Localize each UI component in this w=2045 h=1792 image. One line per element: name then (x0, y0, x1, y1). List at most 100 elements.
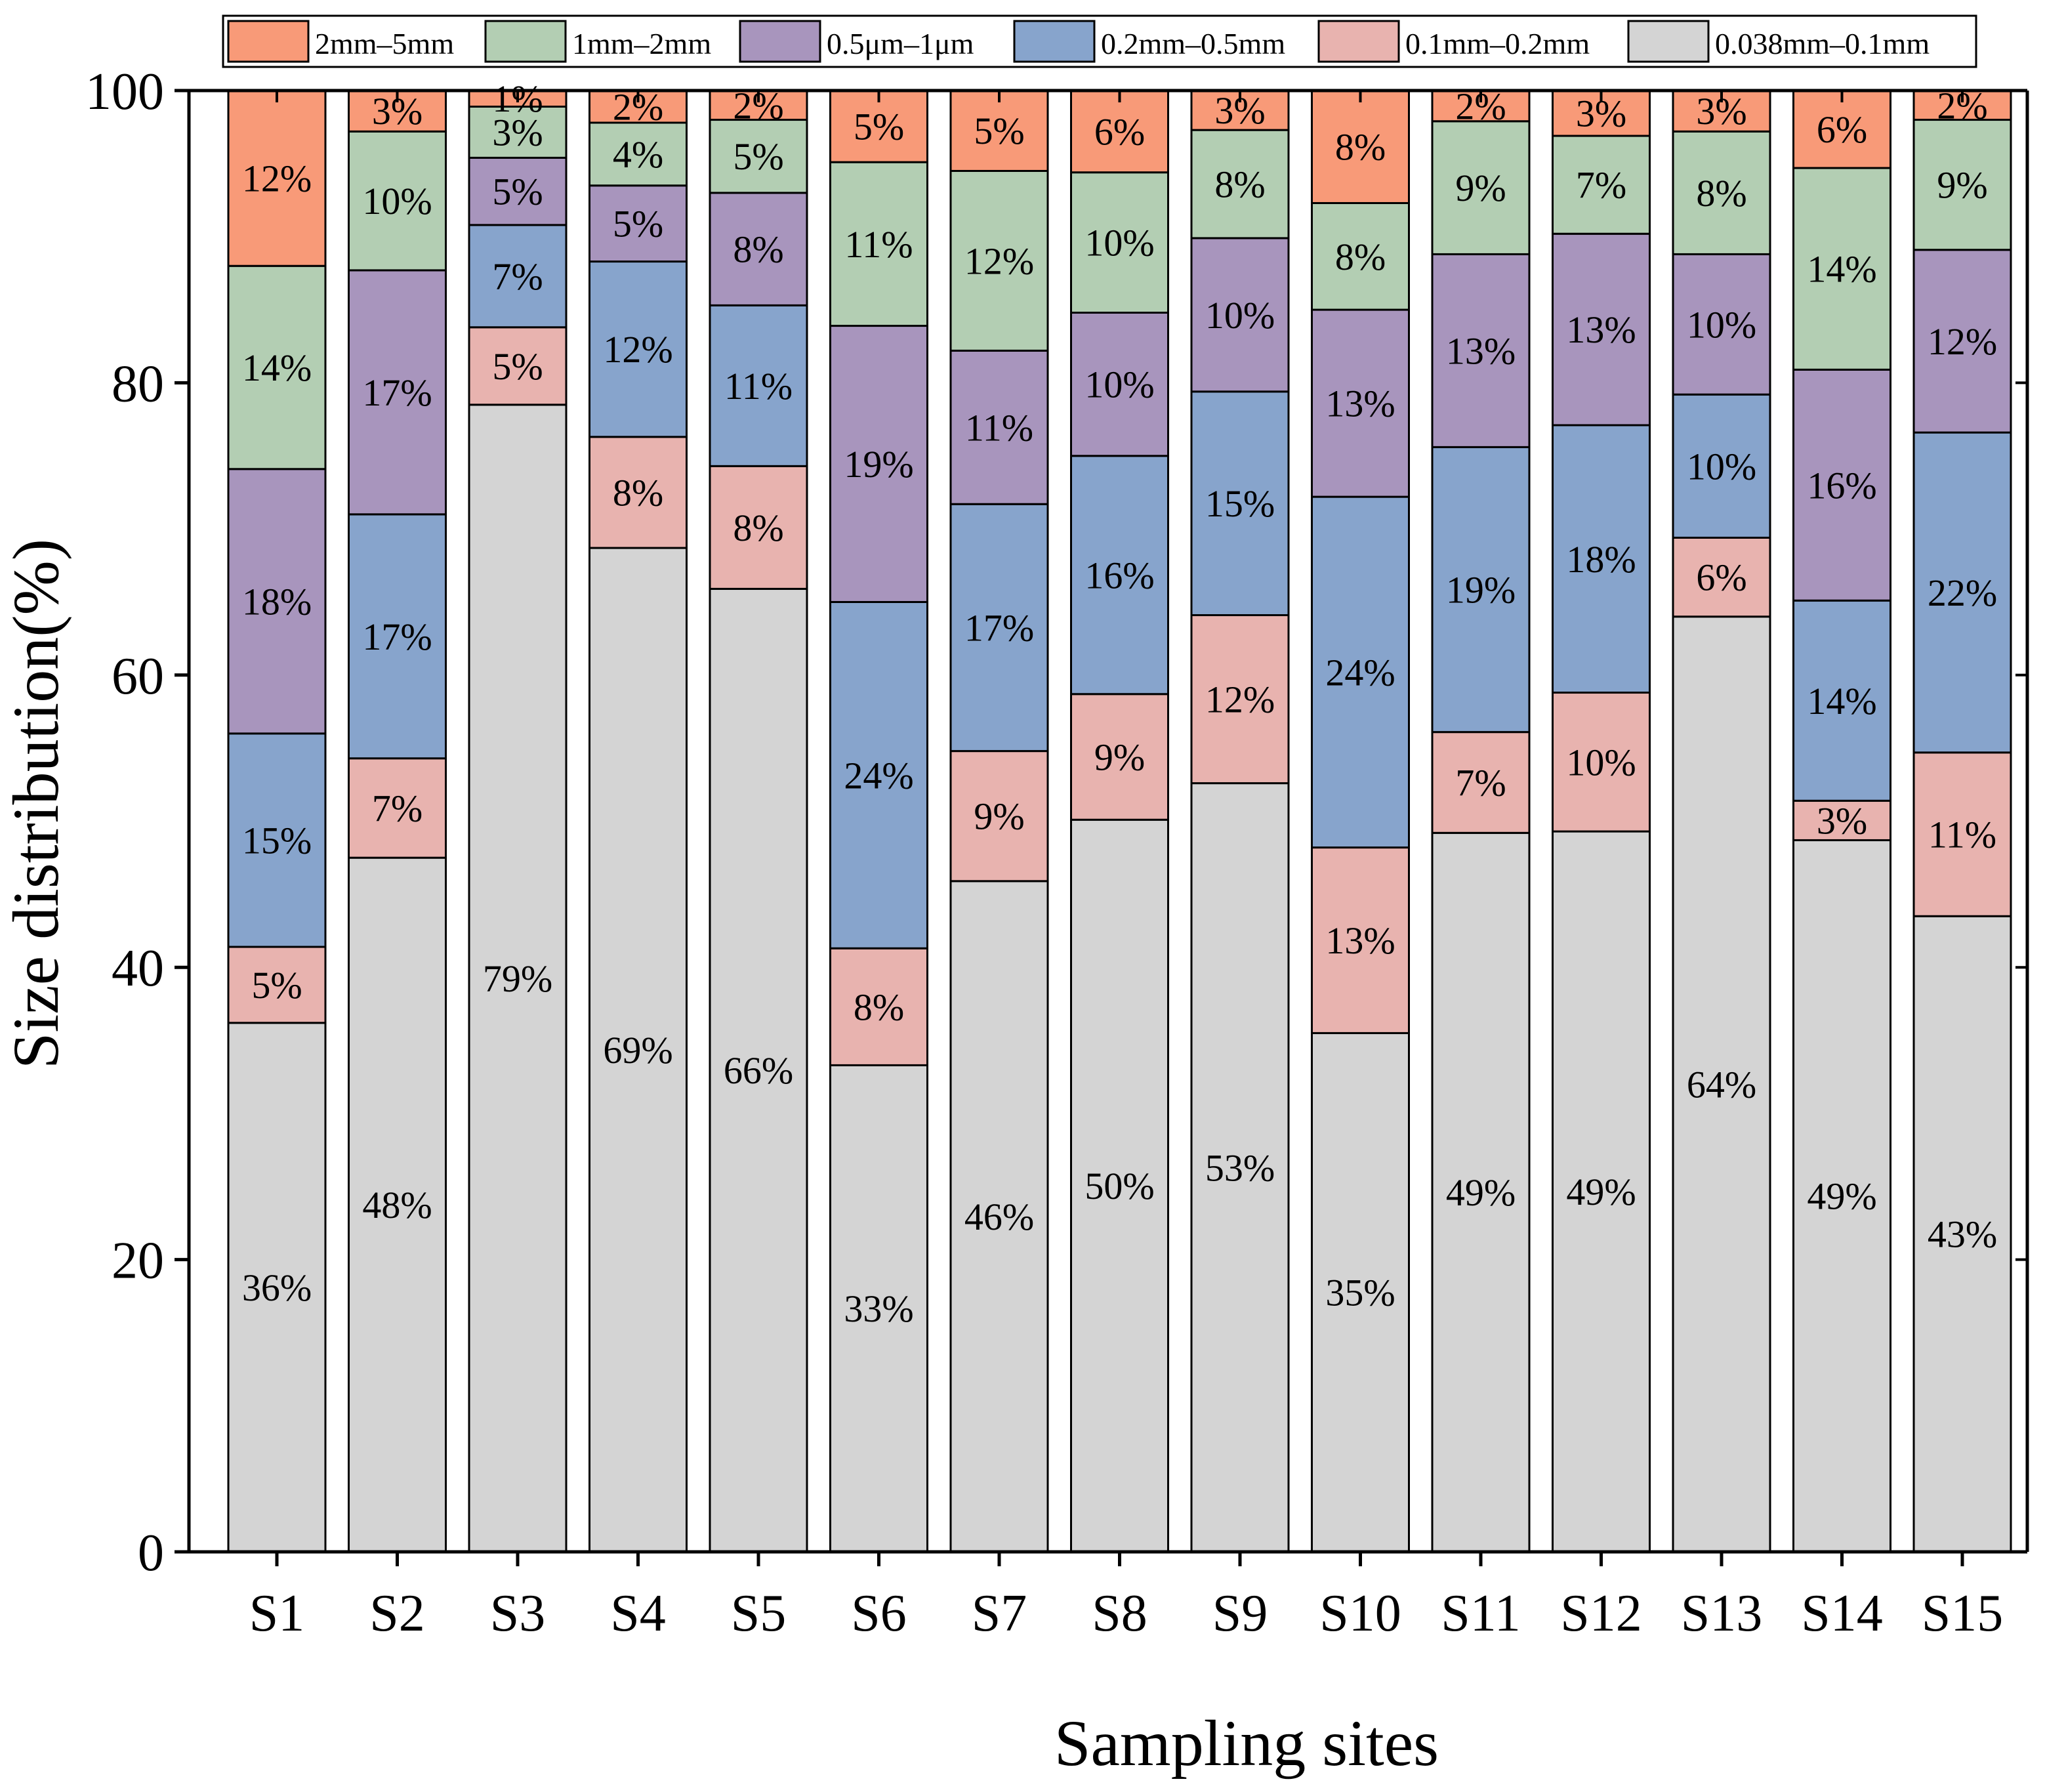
bar-segment (829, 325, 928, 603)
data-label: 8% (613, 471, 663, 514)
bar-segment (829, 161, 928, 327)
bar-segment (829, 89, 928, 163)
bar-segment (1792, 799, 1891, 841)
bar-segment (1672, 253, 1771, 396)
data-label: 11% (965, 406, 1033, 449)
bar-segment (468, 156, 568, 226)
data-label: 17% (964, 606, 1034, 649)
bar-segment (1552, 424, 1651, 694)
bar-stack-s2: 48%7%17%17%10%3% (348, 89, 447, 1553)
data-label: 5% (251, 964, 302, 1007)
y-tick-label: 80 (112, 355, 164, 413)
x-tick-label: S10 (1319, 1585, 1401, 1642)
data-label: 12% (964, 240, 1034, 282)
legend-label: 1mm–2mm (572, 27, 711, 60)
bar-segment (1792, 167, 1891, 371)
bar-segment (709, 192, 808, 306)
data-label: 49% (1446, 1171, 1516, 1214)
data-label: 17% (362, 615, 432, 658)
data-label: 10% (1205, 294, 1275, 337)
data-label: 8% (1335, 236, 1386, 278)
bar-segment (1070, 171, 1169, 314)
data-label: 53% (1205, 1146, 1275, 1189)
x-tick-label: S7 (972, 1585, 1027, 1642)
data-label: 11% (1928, 814, 1996, 856)
legend-item: 0.038mm–0.1mm (1627, 20, 1930, 63)
y-tick-label: 60 (112, 648, 164, 705)
bar-segment (949, 880, 1049, 1553)
bar-stack-s13: 64%6%10%10%8%3% (1672, 89, 1771, 1553)
data-label: 7% (1576, 164, 1626, 207)
legend-label: 0.038mm–0.1mm (1715, 27, 1930, 60)
bar-stack-s14: 49% 3% 14% 16% 14% 6% (1792, 89, 1891, 1553)
data-label: 12% (1928, 320, 1997, 363)
data-label: 5% (613, 203, 663, 245)
bar-segment (1311, 89, 1410, 204)
data-label: 13% (1325, 383, 1395, 425)
x-tick-label: S9 (1212, 1585, 1268, 1642)
x-tick-label: S5 (731, 1585, 787, 1642)
data-label: 11% (844, 223, 913, 266)
data-label: 8% (1696, 172, 1746, 215)
bar-segment (949, 503, 1049, 753)
bar-segment (1672, 536, 1771, 618)
legend-swatch (1013, 20, 1096, 63)
data-label: 5% (492, 345, 543, 388)
data-label: 13% (1566, 308, 1636, 351)
bar-stack-s8: 50% 9% 16% 10% 10% 6% (1070, 89, 1169, 1553)
data-label: 5% (492, 171, 543, 213)
data-label: 19% (844, 443, 913, 486)
data-label: 15% (242, 819, 312, 862)
legend-item: 0.1mm–0.2mm (1317, 20, 1590, 63)
bar-segment (1190, 614, 1290, 785)
data-label: 5% (854, 106, 904, 148)
data-label: 7% (1455, 761, 1506, 804)
data-label: 18% (1566, 538, 1636, 581)
legend: 2mm–5mm 1mm–2mm 0.5μm–1μm 0.2mm–0.5mm 0.1mm–… (222, 14, 1977, 68)
bar-segment (709, 304, 808, 467)
bar-segment (227, 468, 327, 735)
bar-segment (589, 260, 688, 438)
data-label: 8% (1214, 163, 1265, 206)
legend-label: 0.5μm–1μm (827, 27, 974, 60)
data-label: 13% (1446, 329, 1516, 372)
data-label: 10% (1687, 445, 1756, 488)
data-label: 8% (854, 986, 904, 1028)
bar-segment (589, 436, 688, 549)
bar-segment (1070, 693, 1169, 821)
bar-segment (1190, 237, 1290, 393)
bar-segment (1070, 455, 1169, 696)
data-label: 66% (724, 1049, 793, 1092)
data-label: 14% (1807, 248, 1876, 291)
x-tick-label: S14 (1801, 1585, 1883, 1642)
legend-swatch (484, 20, 567, 63)
data-label: 12% (1205, 678, 1275, 721)
legend-swatch (227, 20, 310, 63)
x-tick-label: S3 (490, 1585, 546, 1642)
data-label: 3% (492, 111, 543, 154)
data-label: 22% (1928, 572, 1997, 614)
x-tick-label: S4 (610, 1585, 666, 1642)
bar-segment (227, 264, 327, 470)
x-tick-label: S13 (1681, 1585, 1763, 1642)
data-label: 5% (733, 135, 783, 178)
bar-segment (589, 547, 688, 1553)
data-label: 8% (733, 507, 783, 549)
legend-item: 2mm–5mm (227, 20, 454, 63)
data-label: 10% (362, 180, 432, 222)
x-tick-label: S1 (249, 1585, 305, 1642)
x-tick-label: S11 (1441, 1585, 1521, 1642)
legend-label: 2mm–5mm (315, 27, 454, 60)
data-label: 6% (1817, 108, 1867, 151)
data-label: 5% (974, 110, 1024, 152)
bar-segment (1070, 312, 1169, 457)
data-label: 15% (1205, 482, 1275, 525)
bar-segment (949, 349, 1049, 505)
data-label: 16% (1807, 464, 1876, 507)
x-tick-label: S6 (851, 1585, 907, 1642)
bar-stack-s10: 35% 13% 24% 13% 8% 8% (1311, 89, 1410, 1553)
bar-segment (468, 105, 568, 159)
bar-segment (1672, 615, 1771, 1553)
data-label: 19% (1446, 569, 1516, 612)
